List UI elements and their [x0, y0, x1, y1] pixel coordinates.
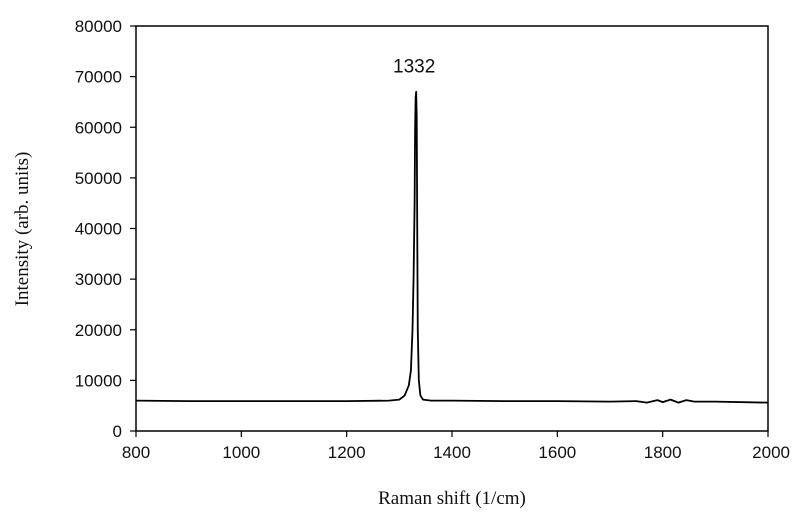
y-tick-label: 80000: [75, 17, 122, 36]
x-axis-ticks: 800 1000 1200 1400 1600 1800 2000: [122, 431, 790, 462]
x-tick-label: 1800: [644, 443, 682, 462]
y-tick-label: 40000: [75, 220, 122, 239]
x-tick-label: 2000: [752, 443, 790, 462]
x-tick-label: 800: [122, 443, 150, 462]
spectrum-line: [135, 90, 769, 404]
x-tick-label: 1400: [433, 443, 471, 462]
x-tick-label: 1000: [222, 443, 260, 462]
y-tick-label: 50000: [75, 169, 122, 188]
y-tick-label: 10000: [75, 371, 122, 390]
x-tick-label: 1600: [538, 443, 576, 462]
y-tick-label: 0: [113, 422, 122, 441]
y-tick-label: 60000: [75, 118, 122, 137]
y-tick-label: 20000: [75, 321, 122, 340]
x-axis-title: Raman shift (1/cm): [378, 488, 526, 509]
x-tick-label: 1200: [328, 443, 366, 462]
y-tick-label: 30000: [75, 270, 122, 289]
y-axis-ticks: 0 10000 20000 30000 40000 50000 60000 70000 8000…: [75, 17, 136, 441]
y-axis-title: Intensity (arb. units): [12, 152, 33, 307]
peak-annotation: 1332: [393, 57, 435, 78]
plot-frame: [135, 25, 769, 432]
y-tick-label: 70000: [75, 68, 122, 87]
